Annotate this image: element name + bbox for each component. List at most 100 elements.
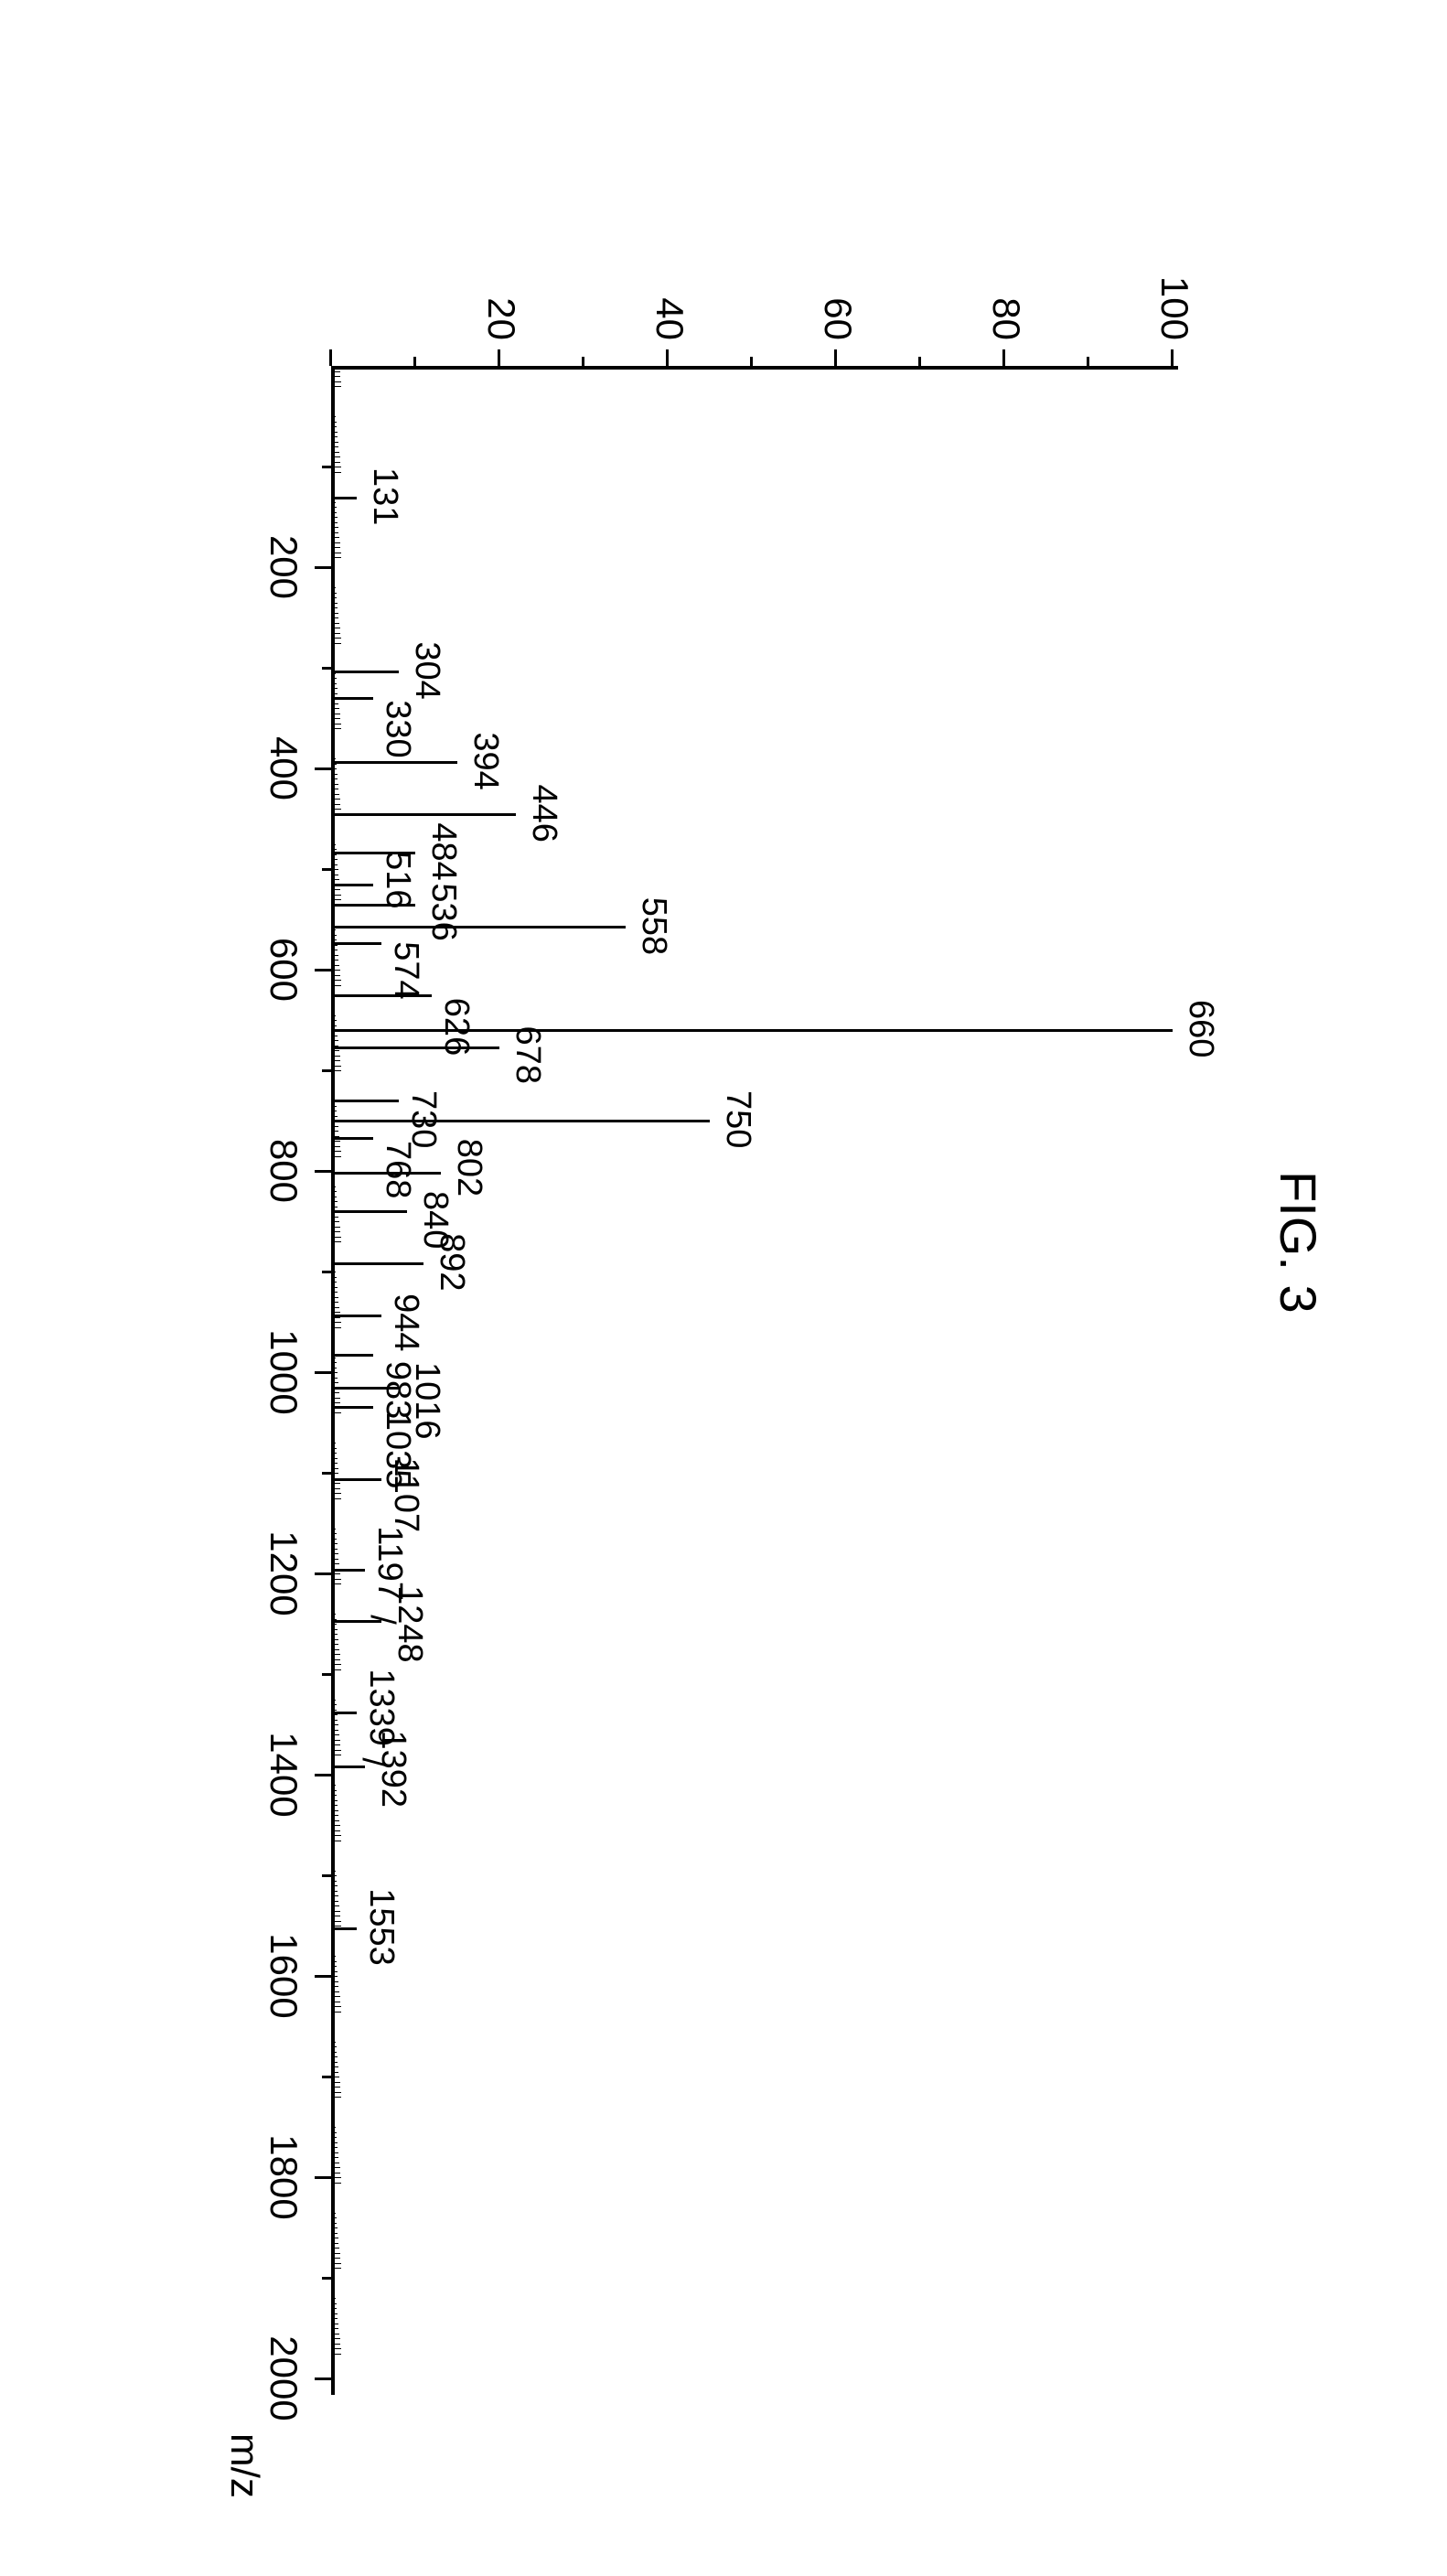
noise-spike bbox=[331, 532, 338, 533]
noise-spike bbox=[331, 2368, 334, 2369]
noise-spike bbox=[331, 1463, 338, 1464]
noise-spike bbox=[331, 2026, 334, 2027]
noise-spike bbox=[331, 537, 339, 538]
x-tick-label: 1800 bbox=[262, 2104, 305, 2250]
x-tick-label: 600 bbox=[262, 896, 305, 1043]
noise-spike bbox=[331, 432, 338, 433]
noise-spike bbox=[331, 1277, 337, 1278]
spectrum-peak bbox=[331, 1387, 399, 1390]
noise-spike bbox=[331, 2223, 337, 2224]
noise-spike bbox=[331, 728, 341, 729]
noise-spike bbox=[331, 1217, 338, 1218]
noise-spike bbox=[331, 1090, 335, 1091]
y-tick bbox=[330, 349, 333, 366]
noise-spike bbox=[331, 2122, 335, 2123]
noise-spike bbox=[331, 2137, 337, 2138]
noise-spike bbox=[331, 2097, 341, 2098]
noise-spike bbox=[331, 1664, 341, 1665]
noise-spike bbox=[331, 1936, 334, 1937]
noise-spike bbox=[331, 1292, 338, 1293]
noise-spike bbox=[331, 2197, 334, 2198]
noise-spike bbox=[331, 2207, 335, 2208]
x-tick bbox=[315, 2377, 331, 2380]
landscape-canvas: FIG. 3 204060801002004006008001000120014… bbox=[0, 0, 1447, 2576]
noise-spike bbox=[331, 1654, 340, 1655]
noise-spike bbox=[331, 1493, 341, 1494]
noise-spike bbox=[331, 2243, 338, 2244]
y-tick bbox=[498, 349, 501, 366]
peak-label: 304 bbox=[407, 641, 446, 699]
noise-spike bbox=[331, 1382, 338, 1383]
noise-spike bbox=[331, 658, 334, 659]
noise-spike bbox=[331, 909, 334, 910]
noise-spike bbox=[331, 1287, 338, 1288]
noise-spike bbox=[331, 2273, 333, 2274]
noise-spike bbox=[331, 734, 333, 735]
noise-spike bbox=[331, 799, 340, 800]
noise-spike bbox=[331, 1649, 339, 1650]
noise-spike bbox=[331, 412, 335, 413]
noise-spike bbox=[331, 1986, 338, 1987]
noise-spike bbox=[331, 1563, 339, 1564]
noise-spike bbox=[331, 1639, 338, 1640]
noise-spike bbox=[331, 768, 337, 769]
y-tick bbox=[751, 357, 754, 366]
spectrum-peak bbox=[331, 904, 415, 907]
noise-spike bbox=[331, 1549, 338, 1550]
spectrum-peak bbox=[331, 884, 373, 886]
noise-spike bbox=[331, 859, 338, 860]
noise-spike bbox=[331, 2308, 337, 2309]
noise-spike bbox=[331, 744, 334, 745]
noise-spike bbox=[331, 834, 335, 835]
noise-spike bbox=[331, 597, 337, 598]
x-tick bbox=[322, 1271, 331, 1273]
spectrum-peak bbox=[331, 1210, 407, 1213]
noise-spike bbox=[331, 1297, 338, 1298]
peak-label: 536 bbox=[423, 883, 463, 940]
noise-spike bbox=[331, 1885, 338, 1886]
noise-spike bbox=[331, 1398, 340, 1399]
y-tick bbox=[583, 357, 585, 366]
x-tick bbox=[315, 1975, 331, 1978]
x-tick bbox=[322, 667, 331, 670]
noise-spike bbox=[331, 1362, 337, 1363]
noise-spike bbox=[331, 386, 341, 387]
noise-spike bbox=[331, 1025, 337, 1026]
noise-spike bbox=[331, 2268, 341, 2269]
spectrum-peak bbox=[331, 1927, 357, 1930]
noise-spike bbox=[331, 1855, 334, 1856]
noise-spike bbox=[331, 487, 334, 488]
noise-spike bbox=[331, 758, 336, 759]
noise-spike bbox=[331, 1468, 338, 1469]
noise-spike bbox=[331, 446, 338, 447]
noise-spike bbox=[331, 1996, 340, 1997]
noise-spike bbox=[331, 1418, 333, 1419]
noise-spike bbox=[331, 2152, 338, 2153]
noise-spike bbox=[331, 965, 339, 966]
noise-spike bbox=[331, 1760, 333, 1761]
noise-spike bbox=[331, 1378, 338, 1379]
noise-spike bbox=[331, 2032, 335, 2033]
noise-spike bbox=[331, 1674, 333, 1675]
noise-spike bbox=[331, 416, 336, 417]
noise-spike bbox=[331, 1710, 337, 1711]
spectrum-peak bbox=[331, 1620, 381, 1623]
noise-spike bbox=[331, 1946, 335, 1947]
noise-spike bbox=[331, 1257, 334, 1258]
noise-spike bbox=[331, 1845, 333, 1846]
noise-spike bbox=[331, 376, 340, 377]
noise-spike bbox=[331, 693, 338, 694]
noise-spike bbox=[331, 970, 340, 971]
noise-spike bbox=[331, 1911, 340, 1912]
noise-spike bbox=[331, 613, 338, 614]
noise-spike bbox=[331, 396, 334, 397]
noise-spike bbox=[331, 436, 338, 437]
noise-spike bbox=[331, 935, 337, 936]
x-tick bbox=[322, 2076, 331, 2078]
y-tick-label: 20 bbox=[479, 231, 523, 340]
noise-spike bbox=[331, 1503, 333, 1504]
noise-spike bbox=[331, 1865, 335, 1866]
noise-spike bbox=[331, 1302, 338, 1303]
noise-spike bbox=[331, 1237, 341, 1238]
peak-label: 944 bbox=[386, 1293, 425, 1351]
